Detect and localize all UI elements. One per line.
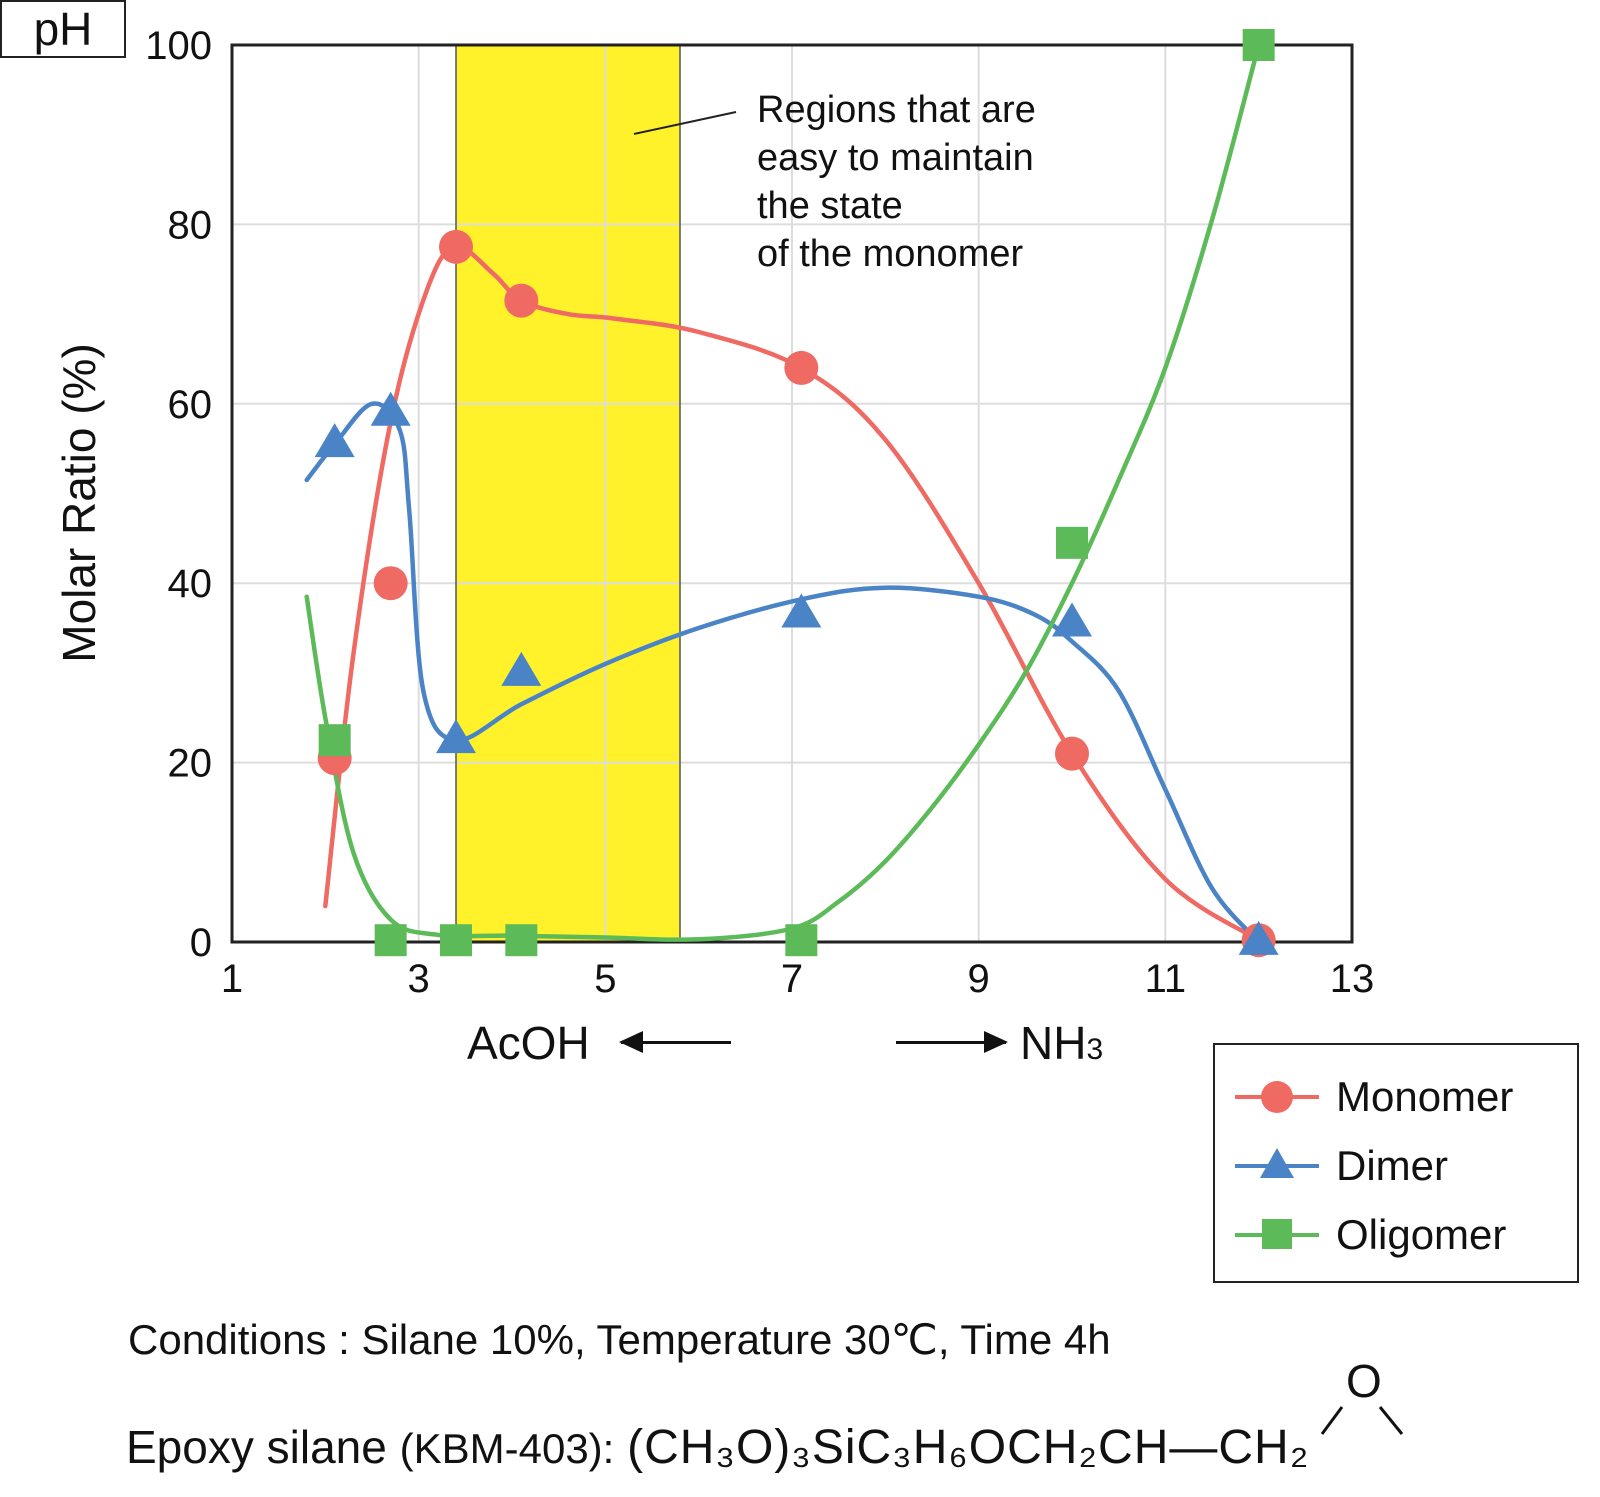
data-point-dimer [501,651,542,686]
y-tick-label: 0 [190,921,212,965]
data-point-dimer [314,423,355,458]
data-point-oligomer [440,924,472,957]
conditions-text: Conditions : Silane 10%, Temperature 30℃… [128,1316,1111,1363]
x-tick-label: 5 [594,957,616,1001]
data-point-dimer [1052,602,1092,637]
series-line-monomer [323,244,1261,943]
data-point-oligomer [505,924,538,957]
arrow-right-icon [896,1031,1008,1053]
annotation-line: the state [757,185,903,227]
y-tick-label: 80 [168,203,213,247]
legend-item-monomer: Monomer [1235,1067,1565,1127]
acid-label: AcOH [467,1017,590,1069]
base-label: NH3 [1020,1017,1104,1069]
data-point-monomer [504,283,539,318]
data-point-monomer [1055,736,1089,771]
highlight-region [456,45,680,942]
data-point-dimer [436,719,476,754]
formula-product-code: (KBM-403): [399,1425,615,1472]
x-tick-label: 11 [1145,957,1187,1001]
annotation-line: of the monomer [757,233,1023,275]
epoxide-oxygen: O [1346,1355,1382,1407]
annotation-leader-line [633,111,737,135]
legend-item-dimer: Dimer [1235,1136,1565,1196]
x-tick-label: 3 [408,957,430,1001]
data-point-dimer [370,391,411,426]
formula-label: Epoxy silane [126,1421,387,1473]
arrow-left-icon [619,1031,731,1053]
annotation-line: easy to maintain [757,137,1034,179]
series-line-dimer [304,401,1261,945]
triangle-marker-icon [1260,1148,1294,1178]
epoxy-silane-formula: Epoxy silane (KBM-403): (CH₃O)₃SiC₃H₆OCH… [126,1420,1309,1475]
data-point-dimer [1238,920,1279,955]
legend-item-oligomer: Oligomer [1235,1205,1565,1265]
data-point-oligomer [374,924,407,957]
x-tick-label: 9 [968,957,990,1001]
legend-label: Monomer [1336,1073,1514,1120]
data-point-monomer [373,566,408,601]
highlight-annotation: Regions that are easy to maintain the stat… [757,89,1036,275]
data-point-oligomer [785,924,818,957]
legend: Monomer Dimer Oligomer [1213,1043,1579,1283]
data-point-oligomer [318,724,351,757]
y-tick-label: 100 [145,24,212,68]
x-tick-label: 13 [1330,957,1375,1001]
ph-axis-caption: pH [0,0,126,58]
data-point-dimer [781,593,822,628]
data-point-monomer [784,350,819,385]
formula-text: (CH₃O)₃SiC₃H₆OCH₂CH—CH₂ [627,1421,1310,1474]
series-line-oligomer [304,42,1261,942]
x-tick-label: 7 [781,957,803,1001]
circle-marker-icon [1261,1081,1293,1113]
annotation-line: Regions that are [757,89,1036,131]
data-point-monomer [439,229,473,264]
square-marker-icon [1262,1219,1292,1249]
data-point-oligomer [1242,29,1275,61]
grid [232,45,1352,942]
y-tick-label: 20 [168,742,213,786]
legend-label: Oligomer [1336,1211,1507,1258]
x-tick-label: 1 [221,957,243,1001]
data-point-oligomer [1056,526,1088,559]
y-tick-label: 60 [168,383,213,427]
legend-label: Dimer [1336,1142,1448,1189]
y-tick-label: 40 [168,562,213,606]
y-axis-label: Molar Ratio (%) [53,343,105,663]
